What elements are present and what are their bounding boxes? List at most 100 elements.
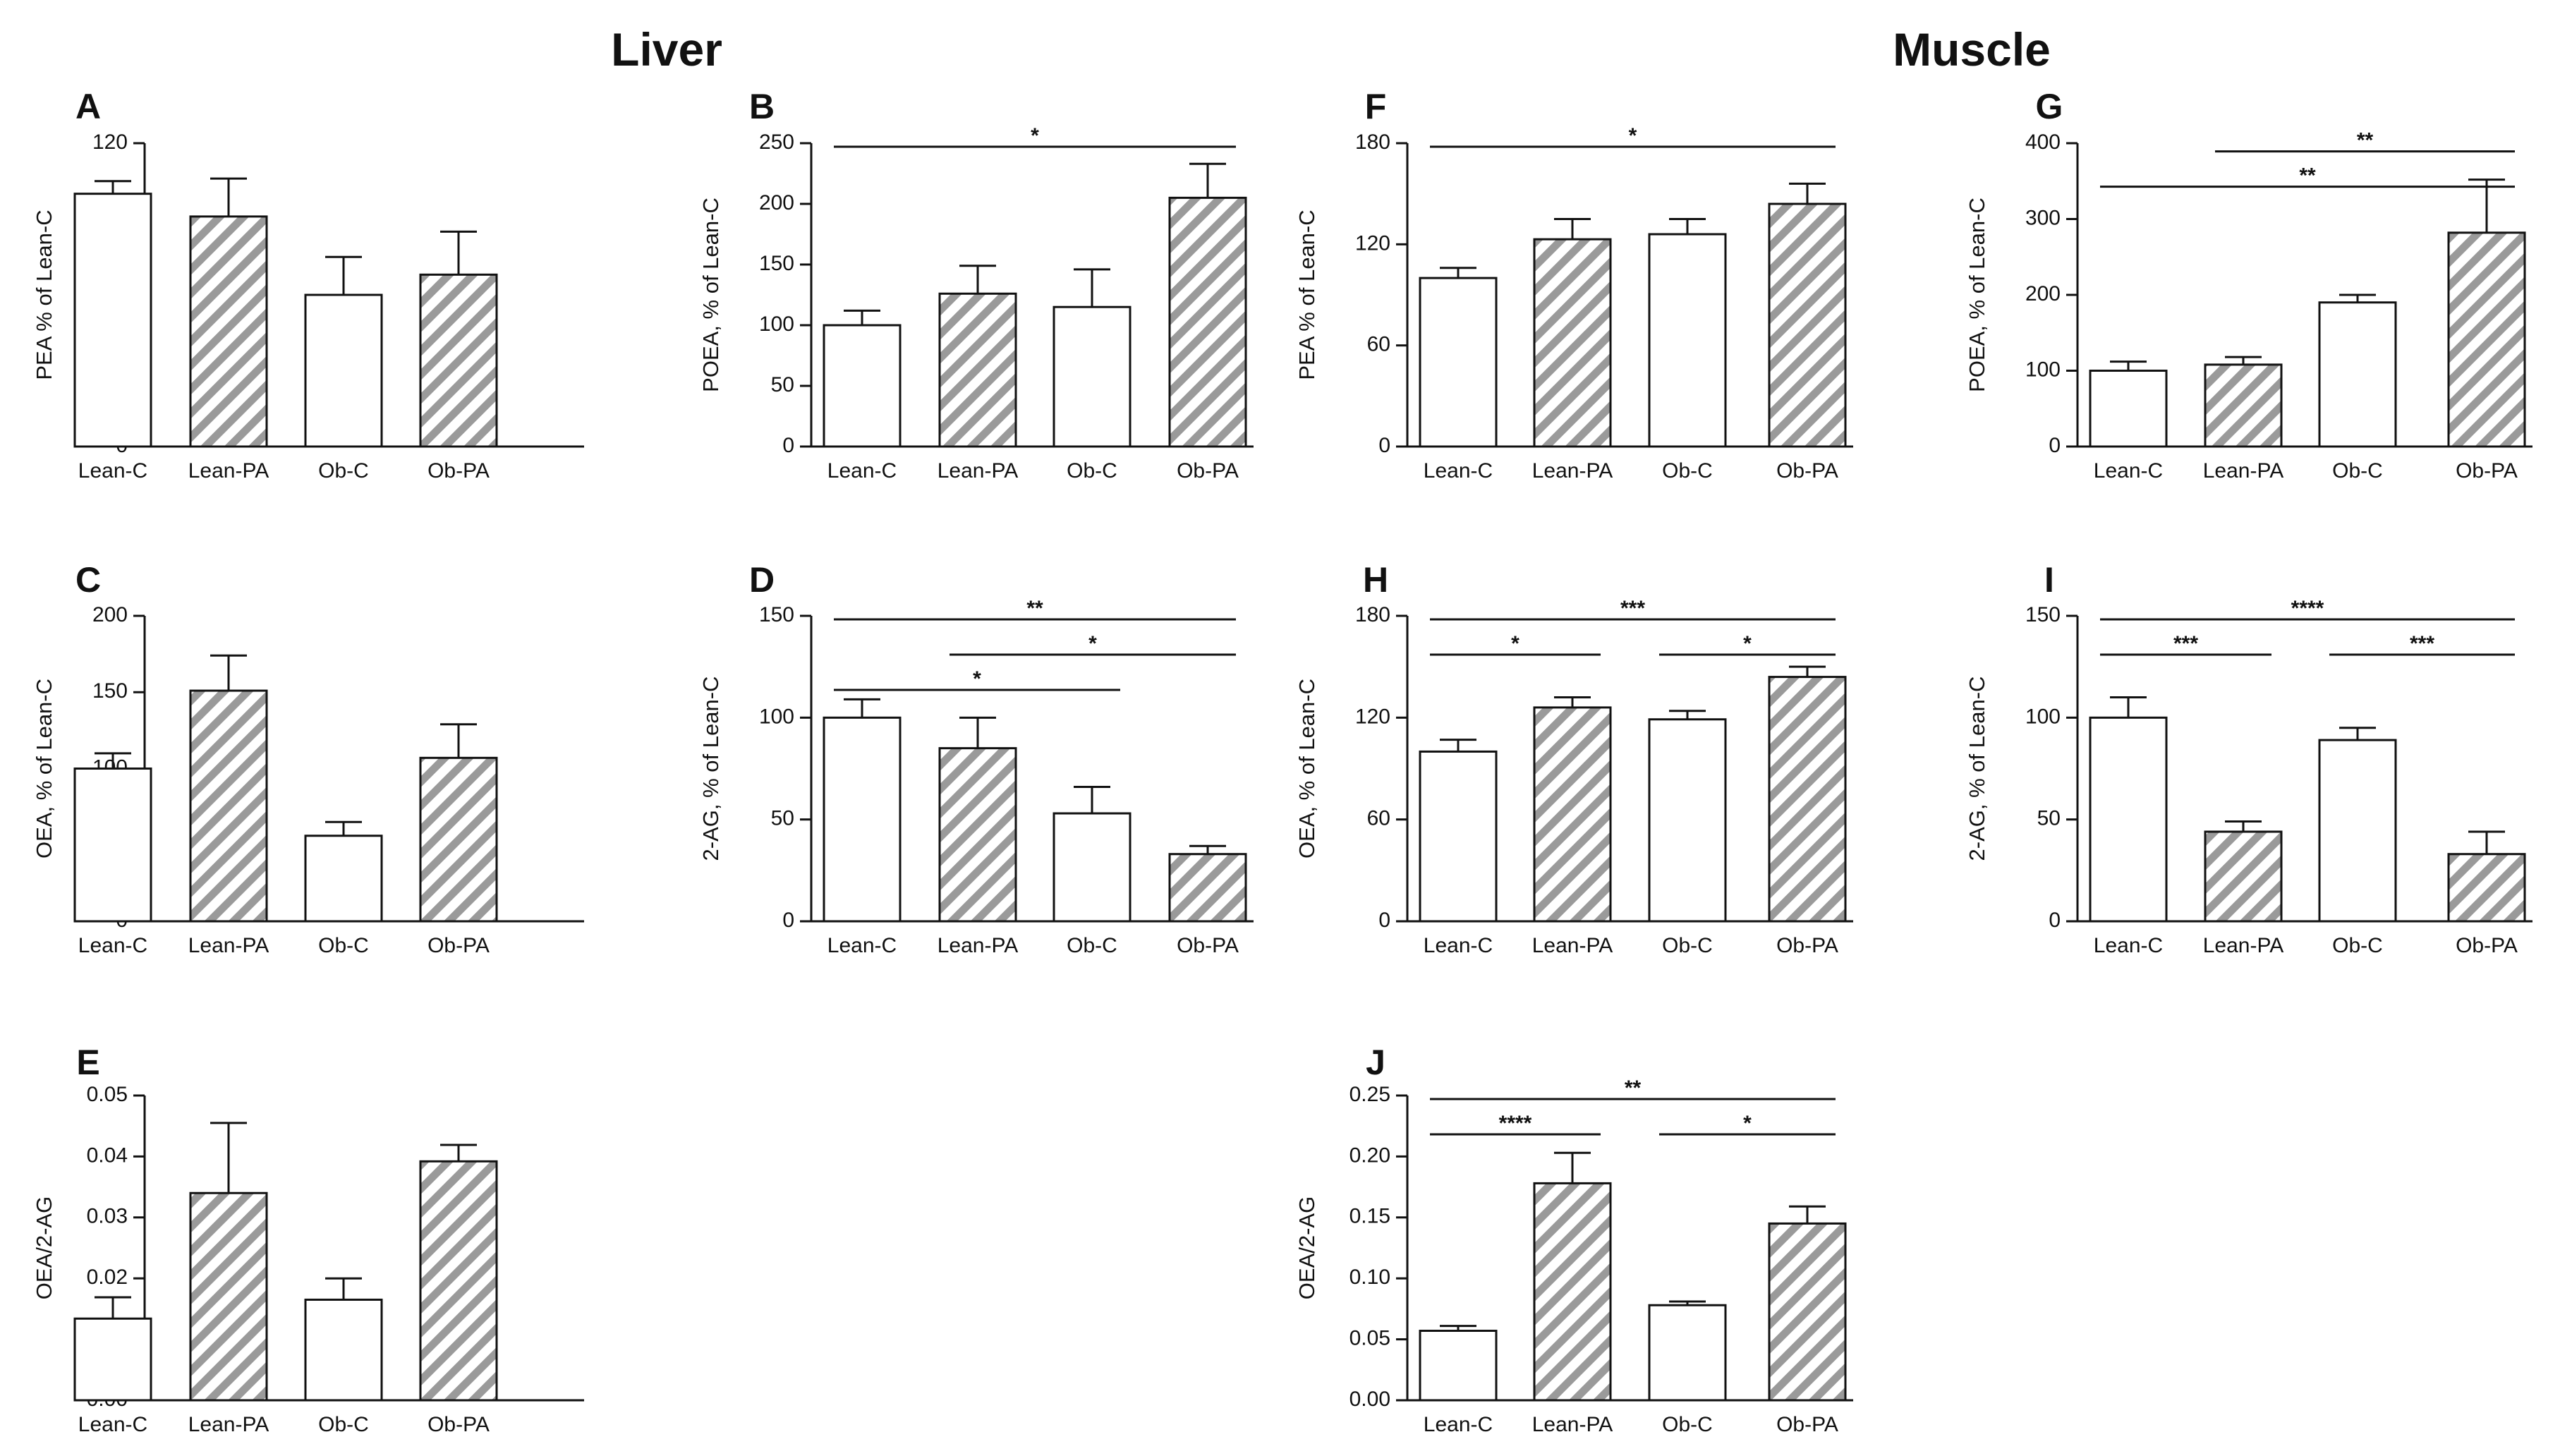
y-tick-label-g: 300 xyxy=(2025,206,2061,229)
bar-d-1 xyxy=(938,747,1017,923)
x-tick-label-f-3: Ob-PA xyxy=(1776,459,1838,483)
x-tick-label-e-0: Lean-C xyxy=(78,1413,147,1436)
y-tick-label-g: 100 xyxy=(2025,358,2061,381)
y-tick-label-h: 60 xyxy=(1367,807,1390,830)
significance-label-b-0: * xyxy=(1031,124,1039,147)
chart-panels: A04080120PEA % of Lean-CLean-CLean-PAOb-… xyxy=(32,87,2532,1436)
bar-f-3 xyxy=(1768,202,1847,448)
y-tick-label-b: 150 xyxy=(759,252,794,275)
bar-d-3 xyxy=(1168,853,1247,923)
x-tick-label-h-3: Ob-PA xyxy=(1776,934,1838,957)
panel-g: G 0 100 200 300 400 POEA, % of Lean-C Lean-C Lea… xyxy=(1965,87,2532,483)
x-tick-label-a-0: Lean-C xyxy=(78,459,147,483)
panel-letter-j: J xyxy=(1366,1043,1385,1082)
x-tick-label-g-0: Lean-C xyxy=(2094,459,2163,483)
x-tick-label-f-1: Lean-PA xyxy=(1532,459,1613,483)
y-tick-label-b: 0 xyxy=(782,434,794,457)
bar-d-2 xyxy=(1053,812,1132,923)
y-tick-label-d: 100 xyxy=(759,705,794,728)
bar-h-1 xyxy=(1533,706,1612,923)
y-label-c: OEA, % of Lean-C xyxy=(32,679,56,859)
y-label-b: POEA, % of Lean-C xyxy=(698,198,723,392)
x-tick-label-b-0: Lean-C xyxy=(827,459,897,483)
significance-label-f-0: * xyxy=(1629,124,1637,147)
y-tick-label-i: 150 xyxy=(2025,603,2061,626)
panel-letter-e: E xyxy=(76,1043,99,1082)
y-tick-label-b: 250 xyxy=(759,131,794,154)
bar-c-1 xyxy=(189,689,268,923)
section-title-liver: Liver xyxy=(611,23,722,75)
section-title-muscle: Muscle xyxy=(1893,23,2051,75)
y-label-g: POEA, % of Lean-C xyxy=(1965,198,1989,392)
x-tick-label-e-2: Ob-C xyxy=(318,1413,369,1436)
bar-a-2 xyxy=(304,293,383,448)
y-tick-label-d: 150 xyxy=(759,603,794,626)
bar-a-1 xyxy=(189,215,268,448)
panel-letter-d: D xyxy=(749,560,775,600)
y-label-i: 2-AG, % of Lean-C xyxy=(1965,677,1989,861)
bar-g-3 xyxy=(2447,231,2526,448)
panel-j: J 0.00 0.05 0.10 0.15 0.20 0.25 OEA/2-AG Lean-C L… xyxy=(1294,1043,1853,1436)
x-tick-label-a-3: Ob-PA xyxy=(427,459,490,483)
bar-f-0 xyxy=(1419,277,1498,448)
panel-letter-i: I xyxy=(2044,560,2054,600)
bar-e-2 xyxy=(304,1298,383,1402)
x-tick-label-c-0: Lean-C xyxy=(78,934,147,957)
significance-label-g-1: ** xyxy=(2299,164,2316,188)
y-label-e: OEA/2-AG xyxy=(32,1196,56,1299)
bar-d-0 xyxy=(823,716,902,923)
y-label-h: OEA, % of Lean-C xyxy=(1294,679,1319,859)
bar-b-0 xyxy=(823,324,902,448)
significance-label-d-2: * xyxy=(973,667,981,691)
x-tick-label-f-2: Ob-C xyxy=(1662,459,1713,483)
y-tick-label-g: 200 xyxy=(2025,282,2061,305)
bar-e-1 xyxy=(189,1191,268,1402)
y-tick-label-f: 120 xyxy=(1355,231,1390,255)
y-tick-label-d: 0 xyxy=(782,909,794,932)
panel-letter-h: H xyxy=(1363,560,1388,600)
y-tick-label-h: 180 xyxy=(1355,603,1390,626)
y-label-a: PEA % of Lean-C xyxy=(32,210,56,380)
y-tick-label-j: 0.00 xyxy=(1349,1388,1390,1411)
significance-label-d-1: ** xyxy=(1026,597,1043,620)
y-tick-label-j: 0.10 xyxy=(1349,1266,1390,1289)
significance-label-h-2: * xyxy=(1743,632,1752,655)
x-tick-label-j-3: Ob-PA xyxy=(1776,1413,1838,1436)
x-tick-label-h-1: Lean-PA xyxy=(1532,934,1613,957)
y-tick-label-i: 0 xyxy=(2049,909,2061,932)
y-tick-label-g: 400 xyxy=(2025,131,2061,154)
x-tick-label-b-2: Ob-C xyxy=(1067,459,1117,483)
panel-letter-f: F xyxy=(1365,87,1387,126)
y-label-f: PEA % of Lean-C xyxy=(1294,210,1319,380)
x-tick-label-i-2: Ob-C xyxy=(2332,934,2383,957)
bar-g-1 xyxy=(2204,363,2283,448)
y-label-j: OEA/2-AG xyxy=(1294,1196,1319,1299)
panel-letter-c: C xyxy=(75,560,101,600)
panel-d: D 0 50 100 150 2-AG, % of Lean-C Lean-C Lean-PA… xyxy=(698,560,1254,957)
panel-a: A04080120PEA % of Lean-CLean-CLean-PAOb-… xyxy=(32,87,584,483)
bar-c-0 xyxy=(73,768,152,923)
y-tick-label-e: 0.02 xyxy=(87,1266,128,1289)
significance-label-h-0: *** xyxy=(1620,597,1645,620)
x-tick-label-h-2: Ob-C xyxy=(1662,934,1713,957)
bar-i-2 xyxy=(2318,739,2397,923)
significance-label-i-2: *** xyxy=(2410,632,2434,655)
bar-f-1 xyxy=(1533,238,1612,448)
y-tick-label-i: 100 xyxy=(2025,705,2061,728)
x-tick-label-c-2: Ob-C xyxy=(318,934,369,957)
significance-label-g-0: ** xyxy=(2357,129,2374,152)
panel-letter-b: B xyxy=(749,87,775,126)
bar-a-0 xyxy=(73,193,152,448)
bar-e-0 xyxy=(73,1317,152,1402)
x-tick-label-i-0: Lean-C xyxy=(2094,934,2163,957)
bar-j-3 xyxy=(1768,1222,1847,1402)
significance-label-d-0: * xyxy=(1088,632,1097,655)
bar-j-2 xyxy=(1648,1304,1727,1402)
panel-e: E0.000.010.020.030.040.05OEA/2-AGLean-CL… xyxy=(32,1043,584,1436)
x-tick-label-a-1: Lean-PA xyxy=(188,459,269,483)
bar-i-1 xyxy=(2204,830,2283,923)
x-tick-label-a-2: Ob-C xyxy=(318,459,369,483)
significance-label-i-1: *** xyxy=(2173,632,2198,655)
y-tick-label-j: 0.15 xyxy=(1349,1205,1390,1228)
panel-h: H 0 60 120 180 OEA, % of Lean-C Lean-C Lean-PA O… xyxy=(1294,560,1853,957)
